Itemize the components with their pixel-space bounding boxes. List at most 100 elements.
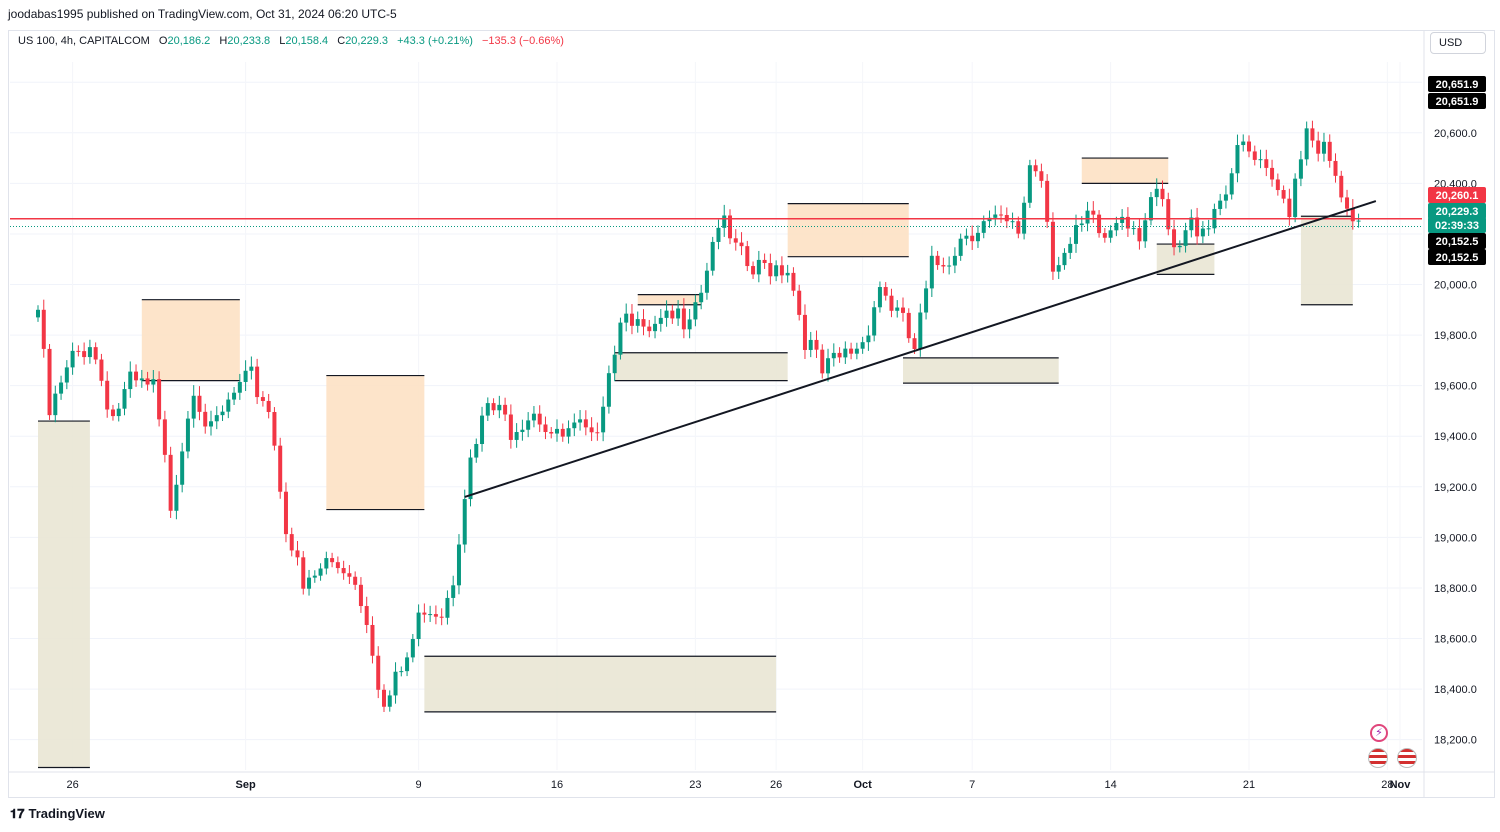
ohlc-legend: US 100, 4h, CAPITALCOM O20,186.2 H20,233… xyxy=(18,35,564,47)
low-value: 20,158.4 xyxy=(285,35,329,47)
candle-body xyxy=(1316,140,1321,154)
currency-selector[interactable]: USD xyxy=(1430,32,1486,54)
candle-body xyxy=(1079,223,1084,226)
candle-body xyxy=(41,309,46,349)
candle-body xyxy=(514,432,519,440)
candle-body xyxy=(1074,225,1078,244)
price-tag xyxy=(1428,233,1486,249)
change-value-2: −135.3 (−0.66%) xyxy=(481,35,564,47)
candle-body xyxy=(1287,198,1292,218)
candle-body xyxy=(1223,194,1228,201)
y-tick-label: 19,200.0 xyxy=(1434,482,1477,494)
candle-body xyxy=(831,352,836,359)
candle-body xyxy=(797,290,802,315)
candle-body xyxy=(704,270,709,293)
candle-body xyxy=(307,577,312,589)
candle-body xyxy=(872,307,877,336)
candle-body xyxy=(843,348,848,358)
candle-body xyxy=(1218,200,1223,209)
candle-body xyxy=(866,335,871,343)
candle-body xyxy=(312,575,317,578)
us-flag-icon[interactable] xyxy=(1368,748,1388,768)
candle-body xyxy=(358,584,363,607)
price-tag-label: 20,651.9 xyxy=(1436,96,1479,108)
x-tick-label: 14 xyxy=(1104,779,1116,791)
candle-body xyxy=(266,400,271,413)
trendline[interactable] xyxy=(464,200,1377,498)
price-tag xyxy=(1428,93,1486,109)
candle-body xyxy=(1010,221,1015,223)
candle-body xyxy=(1258,159,1263,161)
candle-body xyxy=(941,265,946,267)
lightning-icon[interactable]: ⚡ xyxy=(1370,724,1388,742)
x-tick-label: 16 xyxy=(551,779,563,791)
candle-body xyxy=(572,422,577,429)
symbol-label[interactable]: US 100, 4h, CAPITALCOM xyxy=(18,35,150,47)
us-flag-icon-2[interactable] xyxy=(1397,748,1417,768)
candle-body xyxy=(918,312,923,350)
candle-body xyxy=(220,411,225,416)
y-tick-label: 18,800.0 xyxy=(1434,583,1477,595)
candle-body xyxy=(653,323,658,332)
candle-body xyxy=(687,319,692,330)
candle-body xyxy=(364,606,369,625)
x-tick-label: 21 xyxy=(1243,779,1255,791)
supply-zone xyxy=(1081,158,1169,184)
candle-body xyxy=(647,326,652,332)
candle-body xyxy=(1137,228,1142,242)
candle-body xyxy=(191,395,196,419)
candle-body xyxy=(272,412,277,446)
candle-body xyxy=(1108,230,1113,238)
candle-body xyxy=(105,380,110,410)
candle-body xyxy=(99,359,104,381)
candle-body xyxy=(405,657,410,672)
candle-body xyxy=(110,409,115,417)
candle-body xyxy=(1345,197,1350,209)
candle-body xyxy=(635,319,640,326)
candle-body xyxy=(601,406,606,433)
candle-body xyxy=(1050,221,1055,272)
candle-body xyxy=(1143,220,1148,242)
candle-body xyxy=(399,671,404,673)
x-tick-label: 26 xyxy=(66,779,78,791)
supply-zone xyxy=(141,299,240,381)
candle-body xyxy=(324,558,329,569)
candle-body xyxy=(330,558,335,563)
x-tick-label: 9 xyxy=(416,779,422,791)
y-tick-label: 18,200.0 xyxy=(1434,735,1477,747)
candle-body xyxy=(139,378,144,381)
candle-body xyxy=(145,378,150,385)
high-label: H xyxy=(219,35,228,47)
price-tag xyxy=(1428,249,1486,265)
candle-body xyxy=(785,272,790,276)
candle-body xyxy=(699,292,704,303)
candle-body xyxy=(116,408,121,417)
price-tag xyxy=(1428,76,1486,92)
candle-body xyxy=(232,392,237,400)
tradingview-brand[interactable]: 𝟏𝟕 TradingView xyxy=(10,806,105,822)
candle-body xyxy=(549,432,554,434)
candle-body xyxy=(901,307,905,313)
tradingview-logo-icon: 𝟏𝟕 xyxy=(10,806,25,821)
candle-body xyxy=(693,302,698,320)
candle-body xyxy=(214,415,219,422)
x-tick-label: 28 xyxy=(1381,779,1393,791)
candle-body xyxy=(1310,128,1315,141)
candle-body xyxy=(197,395,202,412)
candle-body xyxy=(947,265,952,267)
candle-body xyxy=(676,308,681,319)
candle-body xyxy=(560,428,565,437)
candle-body xyxy=(1062,252,1067,266)
candle-body xyxy=(260,397,265,401)
candle-body xyxy=(970,235,975,242)
candle-body xyxy=(710,241,715,271)
candle-body xyxy=(387,695,392,707)
candle-body xyxy=(1027,165,1032,203)
candle-body xyxy=(1154,188,1159,198)
candle-body xyxy=(952,255,957,266)
candle-body xyxy=(347,573,352,577)
candle-body xyxy=(1247,141,1251,152)
candle-body xyxy=(1097,214,1102,234)
open-value: 20,186.2 xyxy=(167,35,211,47)
